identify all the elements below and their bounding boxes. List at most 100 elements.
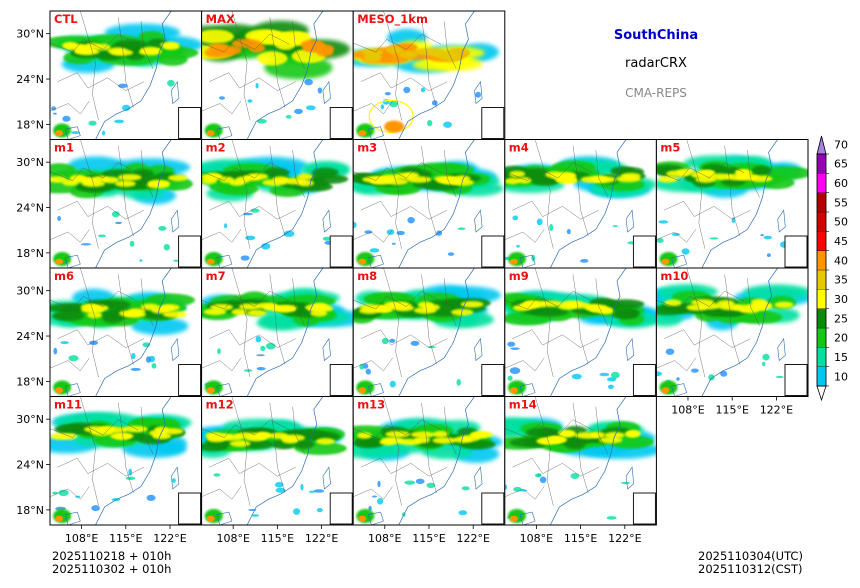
echo-cell [538, 437, 555, 445]
echo-cell [604, 431, 625, 439]
echo-cell [519, 489, 528, 492]
echo-cell [145, 293, 195, 307]
panel-m2: m2 [201, 139, 354, 269]
echo-cell [353, 438, 384, 449]
echo-cell [204, 509, 223, 524]
echo-cell [743, 284, 809, 300]
echo-cell [300, 483, 304, 491]
echo-cell [751, 165, 772, 176]
echo-cell [140, 46, 162, 54]
colorbar-extend-low [816, 385, 827, 402]
echo-cell [420, 87, 426, 93]
echo-cell [386, 46, 404, 54]
echo-cell [762, 353, 770, 361]
coastline [398, 268, 475, 397]
panel-m9: m9 [504, 267, 657, 397]
echo-cell [163, 244, 170, 251]
echo-cell [239, 303, 260, 310]
echo-cell [375, 306, 394, 313]
echo-cell [369, 248, 380, 253]
echo-cell [358, 515, 367, 522]
echo-cell [162, 311, 187, 318]
panel-m12: m12 108°E 115°E 122°E [201, 396, 354, 545]
echo-cell [612, 225, 619, 228]
echo-cell [256, 119, 267, 124]
echo-cell [300, 39, 325, 50]
panel-m6: m6 30°N 24°N 18°N [16, 267, 203, 397]
x-tick-label: 122°E [305, 532, 338, 545]
y-tick-label: 18°N [16, 504, 44, 517]
echo-cell [606, 516, 617, 520]
echo-cell [356, 380, 375, 395]
echo-cell [53, 380, 72, 395]
y-tick-label: 18°N [16, 247, 44, 260]
south-china-sea-inset [329, 235, 353, 268]
echo-cell [60, 341, 69, 345]
echo-cell [384, 92, 391, 96]
echo-cell [586, 304, 601, 312]
echo-cell [101, 130, 106, 136]
south-china-sea-inset [481, 364, 505, 396]
echo-cell [131, 352, 136, 360]
echo-cell [691, 368, 699, 373]
echo-cell [293, 508, 301, 515]
echo-cell [377, 480, 381, 488]
echo-cell [206, 130, 215, 137]
colorbar-extend-high [816, 135, 827, 155]
panel-m1: m1 30°N 24°N 18°N [16, 139, 203, 269]
echo-cell [658, 176, 678, 183]
echo-cell [173, 259, 179, 262]
x-tick-label: 115°E [564, 532, 597, 545]
y-tick-label: 24°N [16, 459, 44, 472]
echo-cell [528, 307, 569, 317]
echo-cell [358, 258, 367, 265]
echo-cell [385, 430, 411, 438]
coastline [95, 139, 172, 268]
echo-cell [453, 436, 473, 444]
echo-cell [68, 355, 79, 362]
coastline [701, 139, 778, 268]
echo-cell [599, 436, 623, 444]
y-tick-label: 30°N [16, 413, 44, 426]
panel-m7: m7 [201, 267, 354, 397]
echo-cell [358, 130, 367, 137]
echo-cell [504, 484, 508, 490]
echo-cell [224, 223, 228, 229]
echo-cell [297, 173, 314, 181]
region-title: SouthChina [613, 28, 699, 43]
echo-cell [766, 253, 771, 257]
echo-cell [691, 171, 710, 179]
echo-cell [676, 168, 695, 176]
echo-cell [140, 303, 160, 311]
echo-cell [91, 505, 100, 512]
echo-cell [50, 303, 88, 313]
echo-cell [109, 432, 134, 440]
south-china-sea-inset [481, 492, 505, 525]
echo-cell [219, 176, 235, 184]
colorbar-bin [816, 269, 827, 290]
colorbar-bin [816, 173, 827, 193]
y-tick-label: 30°N [16, 28, 44, 41]
echo-cell [260, 345, 266, 351]
panel-label: m13 [357, 398, 385, 412]
colorbar-bin [816, 289, 827, 309]
echo-cell [243, 439, 274, 450]
echo-cell [308, 490, 315, 493]
echo-cell [71, 131, 80, 135]
echo-cell [206, 515, 215, 522]
x-tick-label: 122°E [760, 404, 793, 417]
echo-cell [294, 108, 303, 115]
echo-cell [247, 99, 253, 103]
echo-cell [556, 177, 578, 184]
echo-cell [98, 234, 106, 238]
echo-cell [256, 354, 265, 357]
echo-cell [368, 99, 414, 133]
coastline [701, 268, 778, 397]
y-tick-label: 30°N [16, 156, 44, 169]
echo-cell [507, 341, 516, 347]
echo-cell [620, 481, 631, 485]
south-china-sea-inset [178, 107, 202, 139]
echo-cell [580, 259, 589, 263]
echo-cell [427, 346, 436, 349]
echo-cell [512, 215, 519, 221]
